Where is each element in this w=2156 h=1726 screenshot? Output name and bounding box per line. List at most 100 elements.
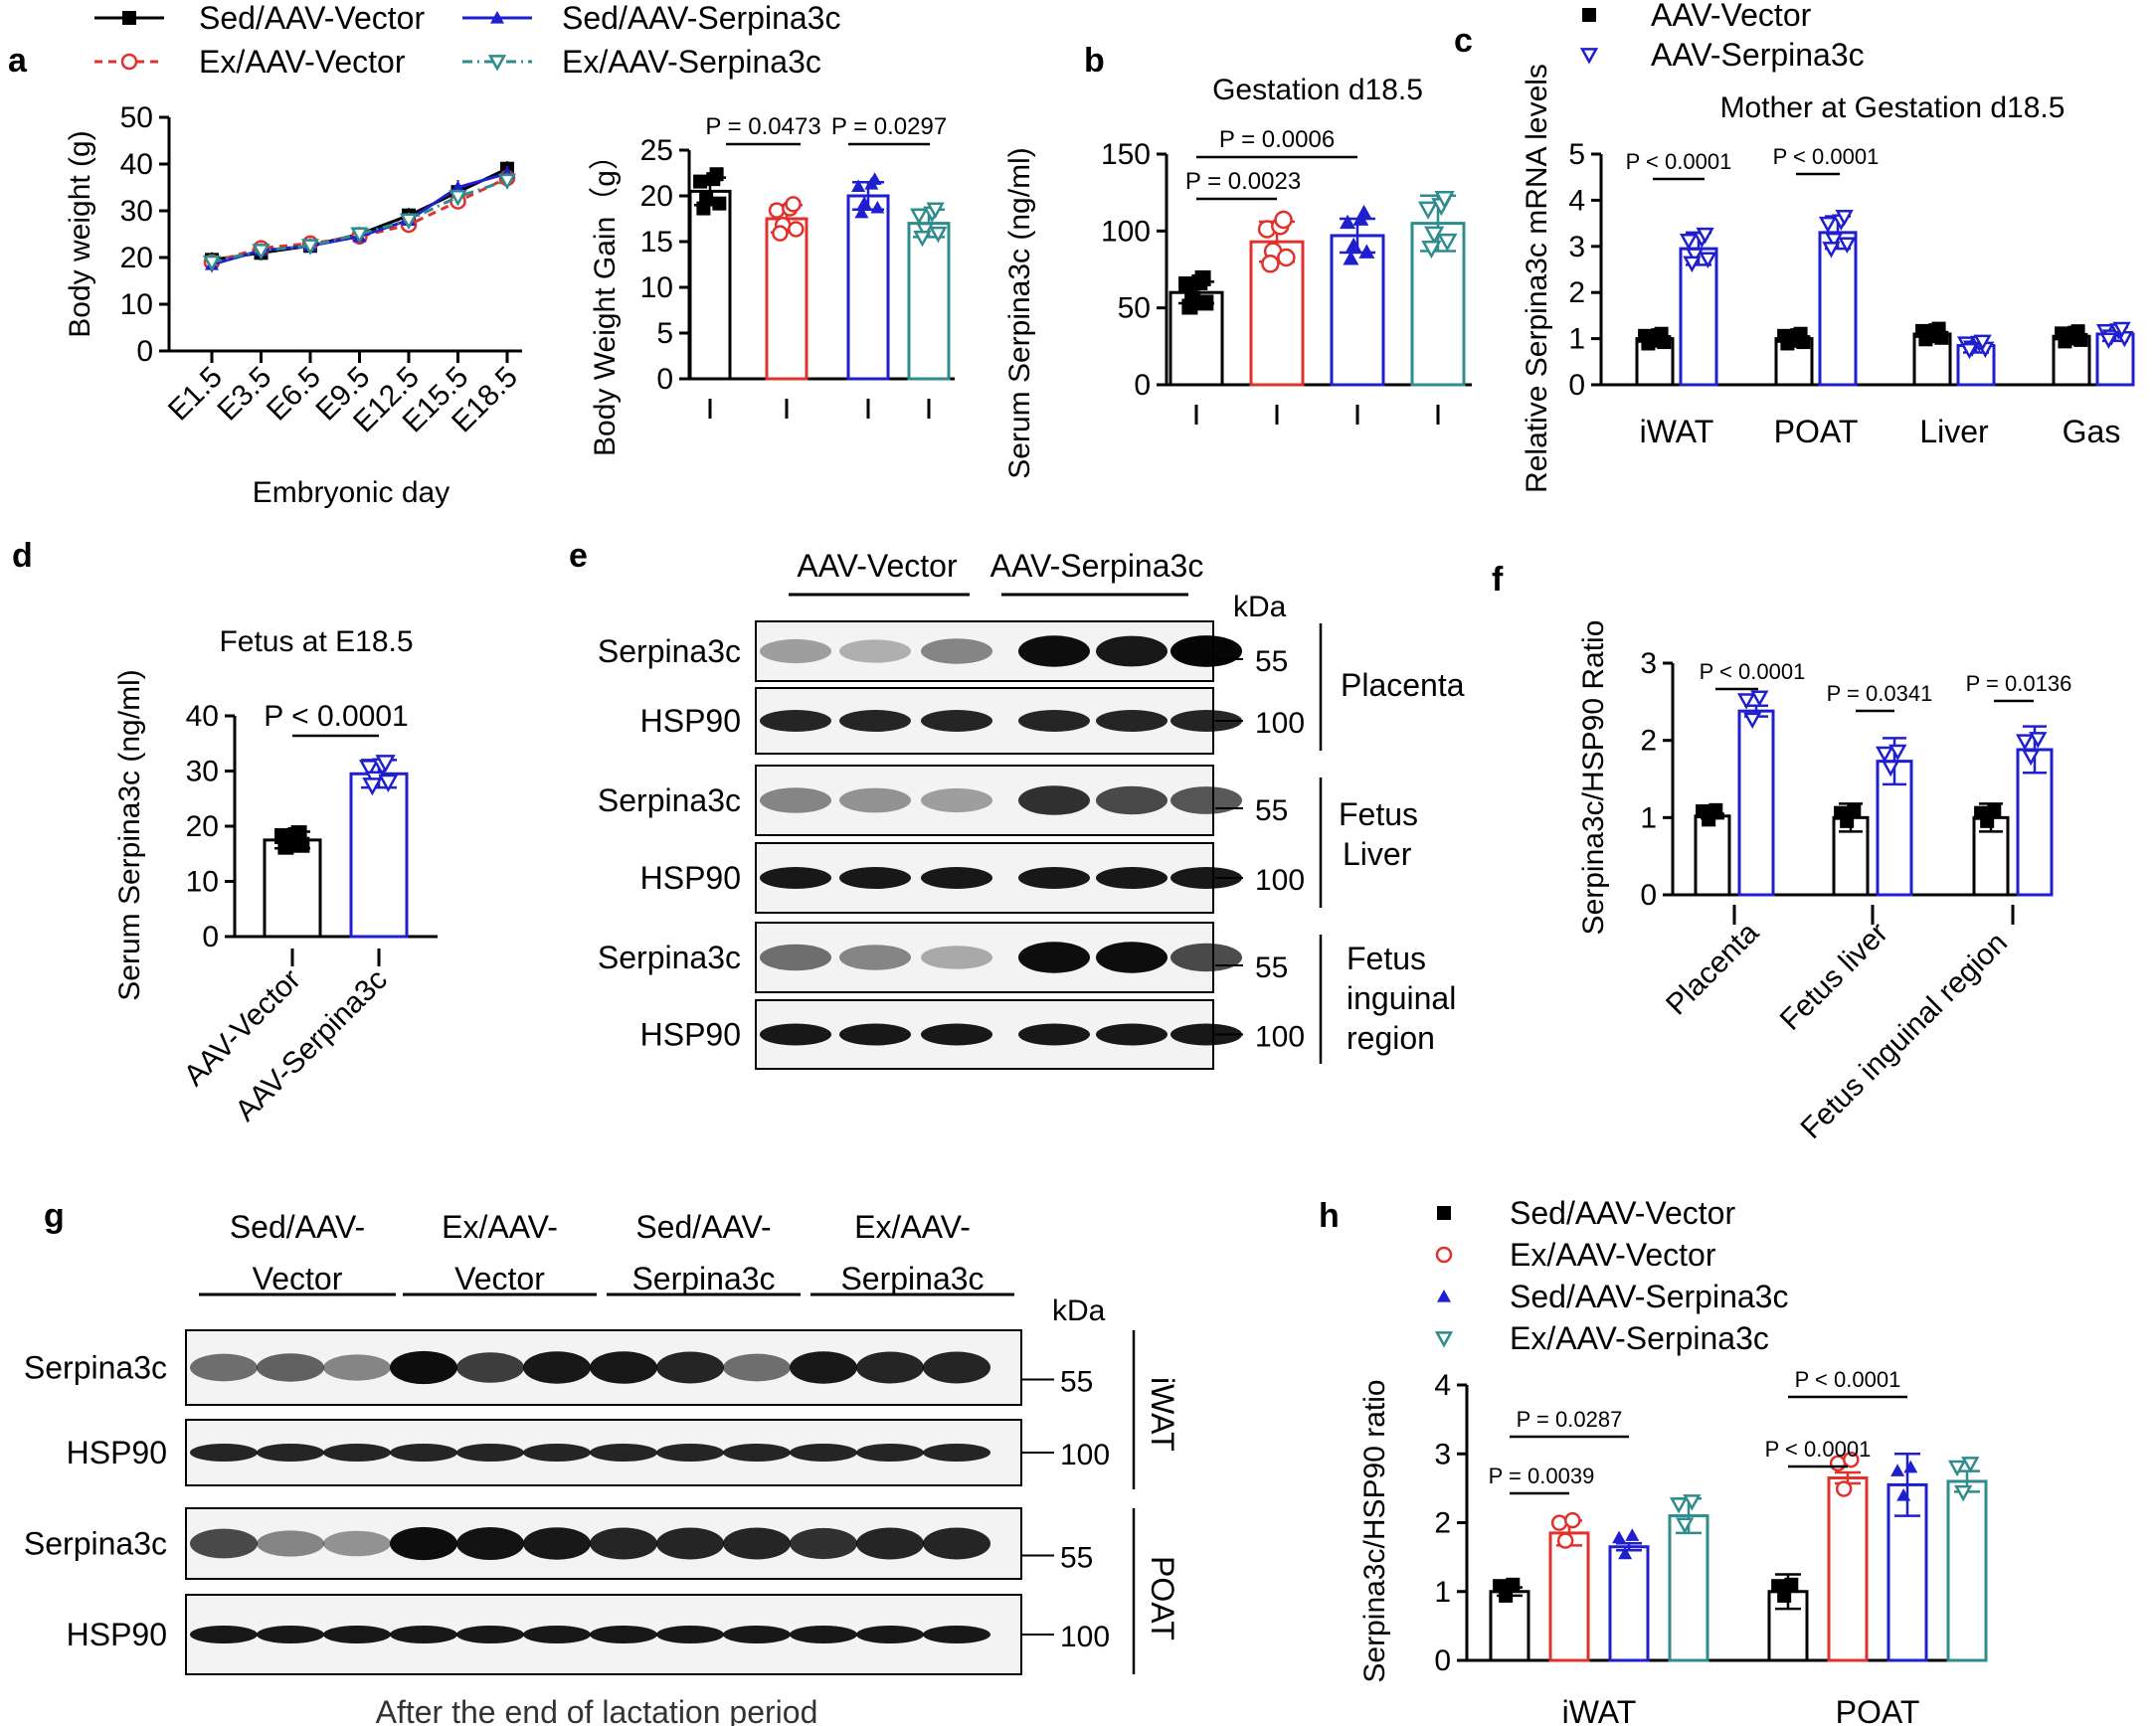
- blot-group-label: Vector: [253, 1261, 343, 1296]
- p-value-label: P = 0.0136: [1966, 671, 2072, 696]
- blot-band: [760, 787, 831, 813]
- tissue-label: POAT: [1145, 1556, 1180, 1640]
- legend-label: Sed/AAV-Vector: [1510, 1195, 1735, 1231]
- data-point: [1506, 1577, 1521, 1592]
- y-tick-label: 40: [120, 148, 153, 181]
- mw-label: 55: [1255, 794, 1288, 827]
- legend-marker: [1579, 48, 1599, 65]
- y-tick-label: 1: [1640, 801, 1657, 834]
- p-value-label: P = 0.0341: [1827, 681, 1933, 706]
- blot-band: [1096, 867, 1168, 889]
- p-value-label: P < 0.0001: [1765, 1437, 1872, 1462]
- y-tick-label: 0: [656, 363, 673, 396]
- blot-band: [1096, 710, 1168, 732]
- panel-letter-f: f: [1492, 561, 1504, 599]
- data-point: [1838, 237, 1857, 254]
- y-tick-label: 0: [1568, 369, 1585, 402]
- blot-band: [760, 867, 831, 889]
- data-point: [1343, 251, 1359, 265]
- blot-band: [790, 1351, 857, 1384]
- y-tick-label: 25: [640, 134, 673, 167]
- blot-band: [523, 1351, 591, 1384]
- blot-group-label: Serpina3c: [840, 1261, 984, 1296]
- blot-row-label: HSP90: [67, 1617, 167, 1652]
- data-point: [2058, 334, 2072, 349]
- legend-marker: [487, 55, 507, 72]
- blot-band: [323, 1354, 391, 1381]
- panel-letter-e: e: [569, 537, 588, 575]
- data-point: [358, 760, 380, 778]
- blot-row-label: HSP90: [67, 1435, 167, 1470]
- y-tick-label: 0: [202, 921, 219, 953]
- legend-marker: [122, 11, 136, 25]
- chart-body-weight: 01020304050E1.5E3.5E6.5E9.5E12.5E15.5E18…: [64, 101, 524, 509]
- data-point: [1683, 1494, 1702, 1511]
- legend-marker: [490, 11, 504, 24]
- data-point: [1194, 269, 1211, 286]
- y-tick-label: 15: [640, 226, 673, 259]
- y-axis-label: Serpina3c/HSP90 ratio: [1358, 1379, 1391, 1682]
- blot-row-label: HSP90: [640, 703, 741, 739]
- data-point: [2022, 749, 2041, 767]
- mw-label: 100: [1255, 1021, 1305, 1054]
- data-point: [1793, 326, 1808, 341]
- legend-label: AAV-Serpina3c: [1651, 37, 1865, 73]
- y-tick-label: 20: [640, 180, 673, 213]
- y-tick-label: 100: [1101, 215, 1151, 248]
- data-point: [1777, 1588, 1792, 1603]
- data-point: [1699, 252, 1717, 268]
- data-point: [1654, 326, 1669, 341]
- legend-label: Ex/AAV-Vector: [1510, 1237, 1716, 1273]
- p-value-label: P < 0.0001: [1773, 144, 1880, 169]
- data-point: [1641, 336, 1656, 351]
- data-point: [1686, 248, 1705, 264]
- blot-membrane: [755, 765, 1214, 836]
- blot-band: [390, 1626, 457, 1643]
- blot-band: [390, 1444, 457, 1462]
- data-point: [870, 200, 885, 214]
- y-tick-label: 30: [120, 195, 153, 228]
- blot-band: [921, 1023, 992, 1046]
- blot-band: [656, 1444, 724, 1462]
- blot-band: [523, 1527, 591, 1560]
- chart-serpina3c-hsp90-ratio-fetal: 0 1 2 3 Serpina3c/HSP90 Ratio Placenta Fetus l…: [1577, 620, 2071, 1145]
- data-point: [497, 173, 517, 191]
- legend-label: Sed/AAV-Vector: [199, 0, 425, 36]
- tissue-label: iWAT: [1145, 1377, 1180, 1452]
- x-tick-label: Fetus liver: [1774, 917, 1894, 1037]
- data-point: [1835, 209, 1854, 227]
- chart-title: Fetus at E18.5: [219, 625, 413, 658]
- blot-band: [190, 1353, 258, 1382]
- y-tick-label: 50: [1118, 292, 1151, 325]
- data-point: [1625, 1528, 1640, 1541]
- data-point: [1875, 746, 1894, 764]
- data-point: [290, 825, 307, 842]
- x-tick-label: Placenta: [1660, 916, 1765, 1021]
- kda-label: kDa: [1052, 1294, 1106, 1327]
- panel-letter-d: d: [12, 537, 33, 575]
- y-tick-label: 5: [656, 317, 673, 350]
- data-point: [1556, 1532, 1574, 1549]
- blot-band: [257, 1530, 324, 1557]
- blot-band: [656, 1351, 724, 1384]
- data-point: [851, 179, 866, 193]
- data-point: [450, 180, 465, 194]
- blot-group-label: AAV-Serpina3c: [990, 548, 1204, 584]
- legend-marker: [1437, 1290, 1451, 1302]
- data-point: [1843, 1451, 1860, 1468]
- y-tick-label: 0: [1434, 1644, 1451, 1677]
- bar: [1946, 1479, 1988, 1662]
- blot-band: [523, 1626, 591, 1643]
- data-point: [1434, 190, 1455, 210]
- blot-band: [1170, 1023, 1242, 1046]
- bar: [765, 217, 808, 381]
- y-tick-label: 20: [120, 242, 153, 274]
- data-point: [857, 196, 872, 209]
- blot-band: [856, 1351, 924, 1384]
- legend-label: Ex/AAV-Serpina3c: [562, 44, 821, 80]
- p-value-label: P = 0.0039: [1489, 1464, 1595, 1488]
- blot-band: [1170, 786, 1242, 814]
- western-blot-g: Sed/AAV- Vector Ex/AAV- Vector Sed/AAV- Serpi…: [24, 1209, 1180, 1726]
- blot-group-label: Sed/AAV-: [230, 1209, 365, 1245]
- chart-title: Mother at Gestation d18.5: [1720, 91, 2066, 124]
